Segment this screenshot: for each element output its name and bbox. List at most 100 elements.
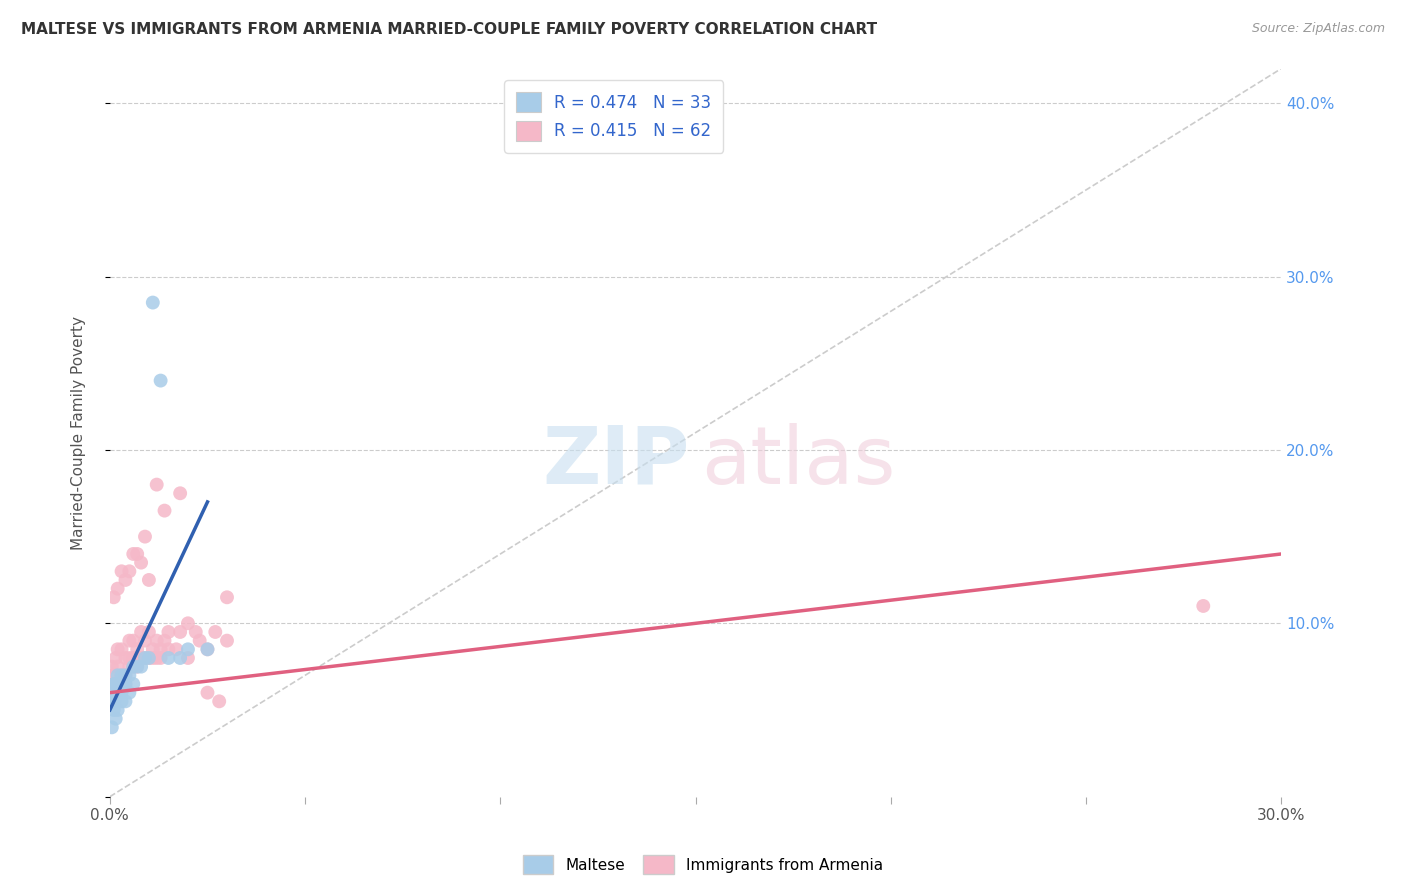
Point [114, 573, 136, 587]
Point [129, 659, 152, 673]
Y-axis label: Married-Couple Family Poverty: Married-Couple Family Poverty [72, 316, 86, 549]
Point [169, 486, 191, 500]
Point [177, 642, 200, 657]
Point [127, 642, 149, 657]
Point [101, 659, 124, 673]
Point [104, 677, 127, 691]
Point [103, 668, 125, 682]
Point [114, 651, 136, 665]
Point [153, 503, 176, 517]
Point [107, 668, 129, 682]
Point [114, 677, 136, 691]
Point [145, 633, 167, 648]
Point [114, 694, 136, 708]
Point [114, 677, 136, 691]
Point [103, 677, 125, 691]
Point [138, 573, 160, 587]
Point [107, 642, 129, 657]
Legend: R = 0.474   N = 33, R = 0.415   N = 62: R = 0.474 N = 33, R = 0.415 N = 62 [505, 80, 723, 153]
Point [197, 642, 219, 657]
Point [157, 651, 180, 665]
Point [122, 659, 145, 673]
Point [184, 624, 207, 639]
Point [110, 677, 132, 691]
Text: Source: ZipAtlas.com: Source: ZipAtlas.com [1251, 22, 1385, 36]
Point [138, 624, 160, 639]
Point [145, 477, 167, 491]
Point [118, 686, 141, 700]
Point [129, 651, 152, 665]
Text: ZIP: ZIP [543, 423, 690, 500]
Point [138, 651, 160, 665]
Point [149, 374, 172, 388]
Text: MALTESE VS IMMIGRANTS FROM ARMENIA MARRIED-COUPLE FAMILY POVERTY CORRELATION CHA: MALTESE VS IMMIGRANTS FROM ARMENIA MARRI… [21, 22, 877, 37]
Point [122, 659, 145, 673]
Point [208, 694, 231, 708]
Point [215, 591, 238, 605]
Point [104, 651, 127, 665]
Point [103, 591, 125, 605]
Point [110, 642, 132, 657]
Point [110, 677, 132, 691]
Point [122, 547, 145, 561]
Point [129, 624, 152, 639]
Point [103, 694, 125, 708]
Point [107, 677, 129, 691]
Point [129, 556, 152, 570]
Point [134, 530, 156, 544]
Point [107, 703, 129, 717]
Point [107, 582, 129, 596]
Point [157, 642, 180, 657]
Point [110, 694, 132, 708]
Point [149, 642, 172, 657]
Point [103, 677, 125, 691]
Point [138, 651, 160, 665]
Point [104, 712, 127, 726]
Point [197, 642, 219, 657]
Point [165, 642, 187, 657]
Point [177, 651, 200, 665]
Point [169, 651, 191, 665]
Point [110, 668, 132, 682]
Point [177, 616, 200, 631]
Point [127, 659, 149, 673]
Point [142, 295, 165, 310]
Point [1192, 599, 1215, 613]
Point [142, 642, 165, 657]
Point [134, 633, 156, 648]
Point [101, 694, 124, 708]
Point [114, 668, 136, 682]
Point [114, 668, 136, 682]
Point [153, 633, 176, 648]
Point [110, 686, 132, 700]
Text: atlas: atlas [702, 423, 896, 500]
Point [107, 686, 129, 700]
Point [142, 651, 165, 665]
Point [122, 677, 145, 691]
Point [118, 564, 141, 578]
Point [107, 659, 129, 673]
Point [169, 624, 191, 639]
Point [118, 633, 141, 648]
Point [122, 651, 145, 665]
Point [103, 686, 125, 700]
Point [118, 651, 141, 665]
Point [103, 703, 125, 717]
Point [204, 624, 226, 639]
Point [101, 720, 124, 734]
Point [110, 668, 132, 682]
Point [215, 633, 238, 648]
Point [118, 668, 141, 682]
Point [118, 659, 141, 673]
Point [134, 651, 156, 665]
Point [149, 651, 172, 665]
Point [127, 547, 149, 561]
Point [134, 651, 156, 665]
Point [110, 564, 132, 578]
Point [122, 633, 145, 648]
Legend: Maltese, Immigrants from Armenia: Maltese, Immigrants from Armenia [516, 849, 890, 880]
Point [107, 677, 129, 691]
Point [188, 633, 211, 648]
Point [157, 624, 180, 639]
Point [145, 651, 167, 665]
